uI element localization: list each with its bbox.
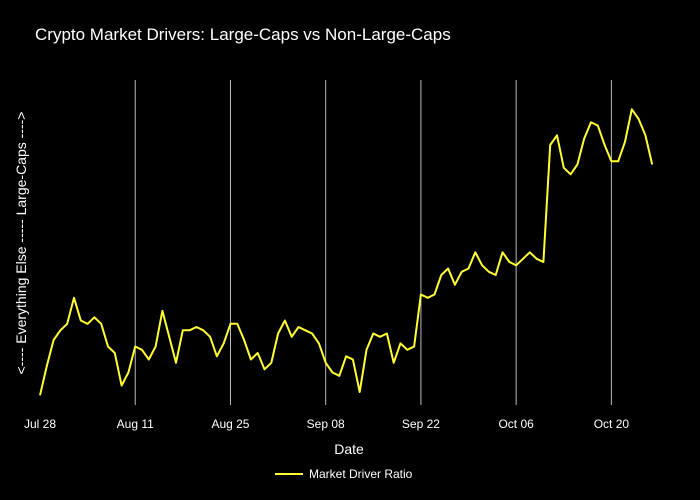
legend-label: Market Driver Ratio: [309, 467, 413, 481]
x-tick-label-1: Aug 11: [117, 417, 154, 431]
x-axis-ticks: Jul 28 Aug 11 Aug 25 Sep 08 Sep 22 Oct 06 Oct …: [24, 417, 629, 431]
series-line-0: [39, 108, 654, 396]
gridlines: [134, 80, 612, 405]
x-tick-label-5: Oct 06: [498, 417, 534, 431]
x-tick-label-0: Jul 28: [24, 417, 56, 431]
x-tick-label-6: Oct 20: [594, 417, 630, 431]
x-axis-title: Date: [334, 441, 364, 457]
series-layer: [39, 108, 654, 396]
x-tick-label-2: Aug 25: [211, 417, 249, 431]
x-tick-label-4: Sep 22: [402, 417, 440, 431]
x-tick-label-3: Sep 08: [307, 417, 345, 431]
chart-title: Crypto Market Drivers: Large-Caps vs Non…: [35, 25, 451, 44]
y-axis-title: <---- Everything Else ----- Large-Caps -…: [13, 112, 29, 375]
legend[interactable]: Market Driver Ratio: [275, 467, 413, 481]
